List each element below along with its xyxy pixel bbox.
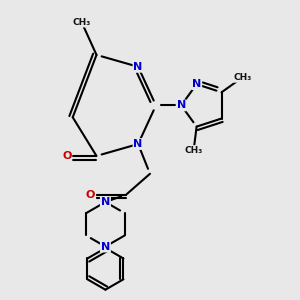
Text: CH₃: CH₃	[184, 146, 203, 155]
Text: N: N	[134, 139, 143, 149]
Text: N: N	[192, 79, 201, 89]
Text: N: N	[101, 197, 110, 207]
Text: CH₃: CH₃	[73, 18, 91, 27]
Text: O: O	[62, 151, 71, 161]
Text: N: N	[101, 242, 110, 252]
Text: N: N	[134, 62, 143, 72]
Text: CH₃: CH₃	[233, 73, 251, 82]
Text: N: N	[177, 100, 186, 110]
Text: O: O	[86, 190, 95, 200]
